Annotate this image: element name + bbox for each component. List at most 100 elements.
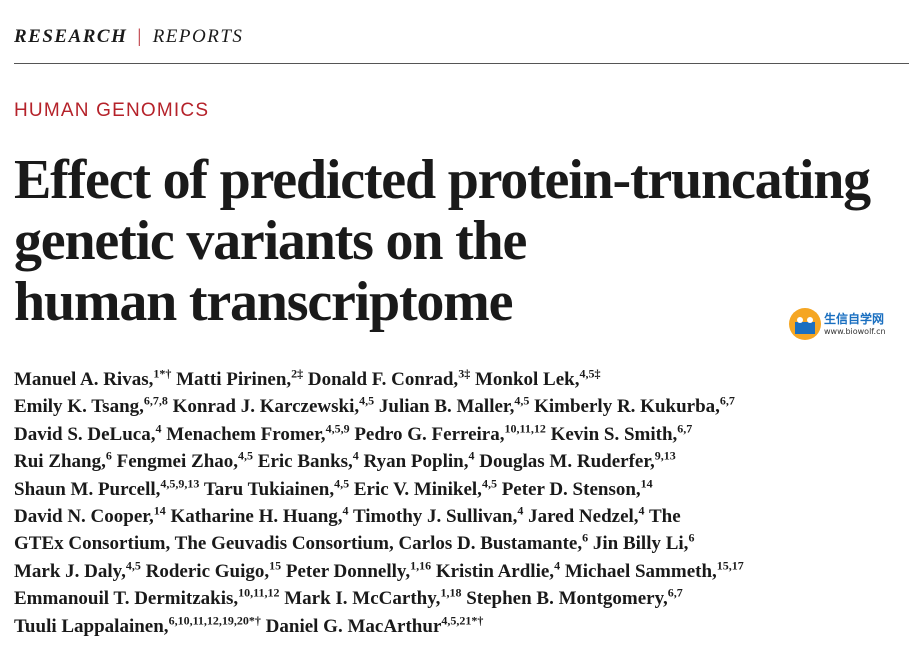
author: Menachem Fromer,4,5,9 [166,422,349,445]
author-name: Douglas M. Ruderfer, [479,451,655,473]
affiliation: 4,5‡ [579,366,601,381]
author: Emmanouil T. Dermitzakis,10,11,12 [14,585,280,610]
affiliation: 14 [640,476,653,491]
affiliation: 6,7 [667,585,683,600]
affiliation: 4,5 [481,476,497,491]
affiliation: 3‡ [458,366,471,381]
header: RESEARCH | REPORTS [14,26,243,48]
affiliation: 4 [517,503,524,518]
author-name: Mark J. Daly, [14,560,126,582]
author: Eric V. Minikel,4,5 [353,476,497,500]
author-name: Monkol Lek, [474,369,580,390]
author: Stephen B. Montgomery,6,7 [466,585,683,610]
author-name: Kevin S. Smith, [550,423,678,445]
author-name: Taru Tukiainen, [203,478,335,500]
author-name: Ryan Poplin, [363,451,469,473]
author: Pedro G. Ferreira,10,11,12 [354,421,546,445]
author: Fengmei Zhao,4,5 [117,448,254,472]
author: The [649,506,681,527]
author-name: Peter Donnelly, [285,560,411,582]
watermark-name: 生信自学网 [824,312,885,326]
title-line: genetic variants on the [14,210,527,272]
author-name: Timothy J. Sullivan, [352,506,518,528]
author: Michael Sammeth,15,17 [564,560,744,582]
author-name: David S. DeLuca, [14,423,156,445]
author: David S. DeLuca,4 [14,421,162,445]
author-line: David S. DeLuca,4 Menachem Fromer,4,5,9 … [14,421,744,448]
author: Taru Tukiainen,4,5 [203,476,350,500]
author-line: GTEx Consortium, The Geuvadis Consortium… [14,530,744,557]
author: Konrad J. Karczewski,4,5 [172,395,374,418]
author: Emily K. Tsang,6,7,8 [14,395,168,417]
affiliation: 4,5 [238,448,254,463]
author: Daniel G. MacArthur4,5,21*† [265,613,484,637]
author: Ryan Poplin,4 [363,448,475,473]
author-name: The [648,506,681,528]
author-name: Michael Sammeth, [564,560,717,582]
author: Manuel A. Rivas,1*† [14,366,172,390]
affiliation: 4 [638,503,645,518]
author-name: Eric Banks, [257,451,353,473]
title: Effect of predicted protein-truncating ge… [14,149,871,333]
author-name: Kimberly R. Kukurba, [534,396,720,418]
author-name: Daniel G. MacArthur [265,615,442,637]
affiliation: 4,5,9,13 [160,476,200,491]
author-name: Rui Zhang, [14,451,106,473]
author-line: Emily K. Tsang,6,7,8 Konrad J. Karczewsk… [14,393,744,420]
author-name: Menachem Fromer, [166,423,326,445]
affiliation: 9,13 [654,448,676,463]
affiliation: 4 [155,421,162,436]
author-name: Pedro G. Ferreira, [354,423,505,445]
author-name: Konrad J. Karczewski, [172,396,360,418]
affiliation: 6,7 [677,421,693,436]
author-name: Roderic Guigo, [145,560,270,582]
affiliation: 4,5,21*† [441,613,484,628]
author: Roderic Guigo,15 [145,558,282,582]
author-name: Jin Billy Li, [592,533,689,555]
author-name: Shaun M. Purcell, [14,478,161,500]
author-name: GTEx Consortium, The Geuvadis Consortium… [14,533,583,555]
affiliation: 15 [269,558,282,573]
author-line: Manuel A. Rivas,1*† Matti Pirinen,2‡ Don… [14,366,744,393]
author-name: Peter D. Stenson, [501,478,641,500]
author-name: Julian B. Maller, [378,396,515,418]
affiliation: 10,11,12 [504,421,546,436]
author: Julian B. Maller,4,5 [378,394,530,418]
affiliation: 6,7 [719,394,735,409]
rule [14,63,909,64]
affiliation: 4,5 [334,476,350,491]
affiliation: 4,5 [514,394,530,409]
affiliation: 1*† [153,366,172,381]
title-line: Effect of predicted protein-truncating [14,149,871,211]
affiliation: 4 [468,448,475,463]
author-name: Emmanouil T. Dermitzakis, [14,588,239,610]
watermark: 生信自学网 www.biowolf.cn [786,305,886,341]
author: Shaun M. Purcell,4,5,9,13 [14,476,200,500]
author: Timothy J. Sullivan,4 [352,503,524,528]
author-line: Mark J. Daly,4,5 Roderic Guigo,15 Peter … [14,558,744,585]
author-name: David N. Cooper, [14,506,154,528]
author-name: Matti Pirinen, [176,369,292,390]
author-line: Shaun M. Purcell,4,5,9,13 Taru Tukiainen… [14,476,744,503]
author-name: Manuel A. Rivas, [14,369,154,390]
author: Katharine H. Huang,4 [170,505,348,528]
affiliation: 4,5 [125,558,141,573]
author: Eric Banks,4 [257,448,359,473]
affiliation: 4 [352,448,359,463]
subsection: REPORTS [152,26,244,47]
section: RESEARCH [14,26,128,47]
author: GTEx Consortium, The Geuvadis Consortium… [14,531,589,555]
author-name: Tuuli Lappalainen, [14,615,169,637]
affiliation: 10,11,12 [238,585,280,600]
author-name: Jared Nedzel, [528,506,639,528]
author-name: Eric V. Minikel, [353,478,482,500]
author: Kimberly R. Kukurba,6,7 [534,394,735,418]
logo [789,308,821,340]
author-name: Stephen B. Montgomery, [466,588,668,610]
affiliation: 6 [582,531,589,546]
author: Matti Pirinen,2‡ [176,368,303,390]
title-line: human transcriptome [14,271,513,333]
author-name: Katharine H. Huang, [170,506,343,528]
author: Kristin Ardlie,4 [436,560,560,582]
